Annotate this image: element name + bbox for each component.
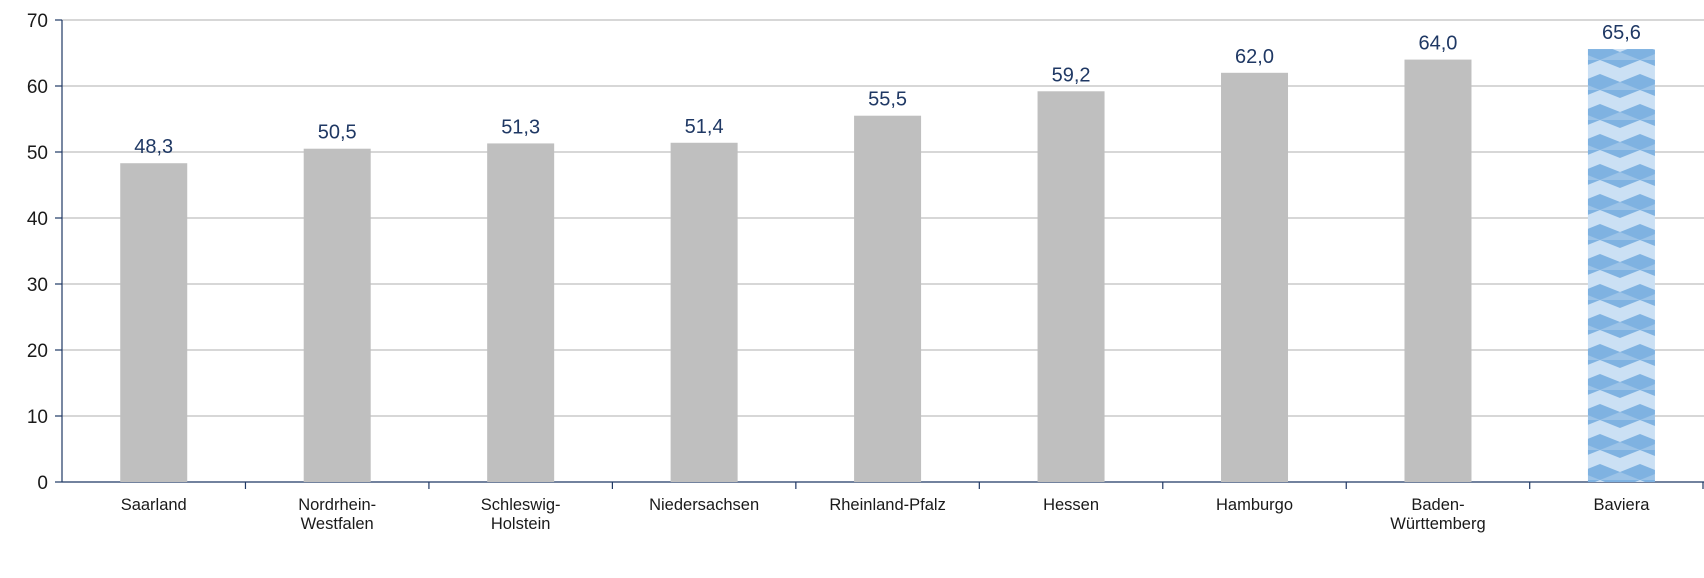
data-label: 51,4 bbox=[685, 116, 724, 138]
x-category-label: Hessen bbox=[1043, 496, 1099, 514]
bar-nordrhein-westfalen bbox=[303, 148, 371, 482]
bars bbox=[120, 49, 1655, 483]
bar-baviera bbox=[1587, 49, 1655, 482]
y-tick-label: 70 bbox=[27, 11, 48, 32]
x-category-label: Niedersachsen bbox=[649, 496, 759, 514]
x-category-label: Baviera bbox=[1593, 496, 1650, 514]
x-category-label: Saarland bbox=[121, 496, 187, 514]
bar-niedersachsen bbox=[670, 142, 738, 482]
x-category-label: Baden-Württemberg bbox=[1390, 496, 1485, 533]
data-label: 62,0 bbox=[1235, 46, 1274, 68]
data-label: 64,0 bbox=[1419, 33, 1458, 55]
data-label: 59,2 bbox=[1052, 64, 1091, 86]
y-tick-label: 30 bbox=[27, 275, 48, 296]
y-tick-label: 20 bbox=[27, 341, 48, 362]
y-tick-label: 60 bbox=[27, 77, 48, 98]
bar-hamburgo bbox=[1221, 72, 1289, 483]
x-category-label: Hamburgo bbox=[1216, 496, 1293, 514]
y-tick-label: 10 bbox=[27, 407, 48, 428]
data-labels: 48,3 50,5 51,3 51,4 55,5 59,2 62,0 64,0 65,6 bbox=[134, 22, 1641, 158]
bar-saarland bbox=[120, 163, 188, 482]
data-label: 48,3 bbox=[134, 136, 173, 158]
bar-baden-w-rttemberg bbox=[1404, 59, 1472, 482]
y-axis-ticks: 0 10 20 30 40 50 60 70 bbox=[27, 11, 48, 494]
bar-schleswig-holstein bbox=[487, 143, 555, 483]
data-label: 55,5 bbox=[868, 89, 907, 111]
y-tick-label: 50 bbox=[27, 143, 48, 164]
data-label: 50,5 bbox=[318, 122, 357, 144]
y-tick-label: 0 bbox=[37, 473, 48, 494]
x-category-label: Schleswig-Holstein bbox=[481, 496, 561, 533]
bar-rheinland-pfalz bbox=[854, 115, 922, 482]
data-label: 51,3 bbox=[501, 116, 540, 138]
bar-hessen bbox=[1037, 91, 1105, 482]
x-category-label: Rheinland-Pfalz bbox=[829, 496, 945, 514]
data-label: 65,6 bbox=[1602, 22, 1641, 44]
x-category-label: Nordrhein-Westfalen bbox=[298, 496, 376, 533]
x-axis-categories: Saarland Nordrhein-Westfalen Schleswig-Hol… bbox=[121, 496, 1651, 533]
y-tick-label: 40 bbox=[27, 209, 48, 230]
